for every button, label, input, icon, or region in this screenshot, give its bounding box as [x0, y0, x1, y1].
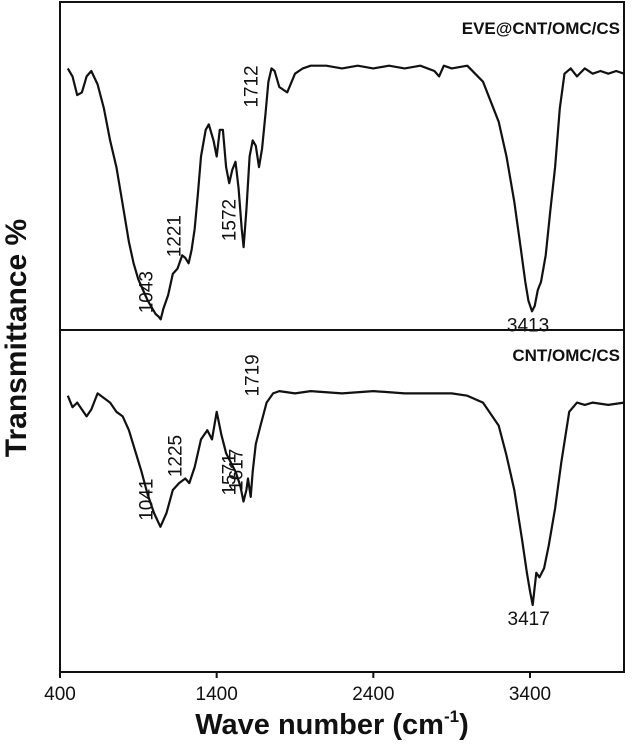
panel-label: CNT/OMC/CS — [512, 346, 620, 365]
peak-label: 1041 — [136, 478, 157, 520]
panel-1: EVE@CNT/OMC/CS 1043 1221 1572 1712 3413 — [59, 1, 625, 336]
peak-label: 1572 — [220, 199, 241, 241]
peak-label: 3417 — [508, 609, 550, 630]
x-tick-label: 400 — [44, 684, 76, 705]
y-axis-title: Transmittance % — [0, 219, 33, 457]
panel-frame — [59, 329, 625, 673]
peak-label: 1225 — [165, 435, 186, 477]
x-tick-label: 2400 — [352, 684, 394, 705]
x-axis-title-close: ) — [459, 709, 469, 741]
peak-label: 3413 — [507, 315, 549, 336]
peak-label: 1221 — [165, 215, 186, 257]
peak-label: 1571 — [220, 453, 241, 495]
peak-label: 1043 — [137, 271, 158, 313]
x-axis-title-sup: -1 — [444, 707, 459, 726]
x-axis-title-main: Wave number (cm — [195, 709, 444, 741]
panel-label: EVE@CNT/OMC/CS — [462, 19, 620, 38]
peak-label: 1617 — [227, 449, 248, 491]
x-tick-label: 3400 — [509, 684, 551, 705]
spectrum-line — [66, 390, 625, 607]
x-axis-title: Wave number (cm-1) — [195, 707, 469, 741]
spectrum-line — [66, 64, 625, 321]
x-tick-label: 1400 — [196, 684, 238, 705]
peak-label: 1712 — [242, 65, 263, 107]
peak-label: 1719 — [243, 354, 264, 396]
x-axis: 400 1400 2400 3400 — [44, 672, 551, 705]
